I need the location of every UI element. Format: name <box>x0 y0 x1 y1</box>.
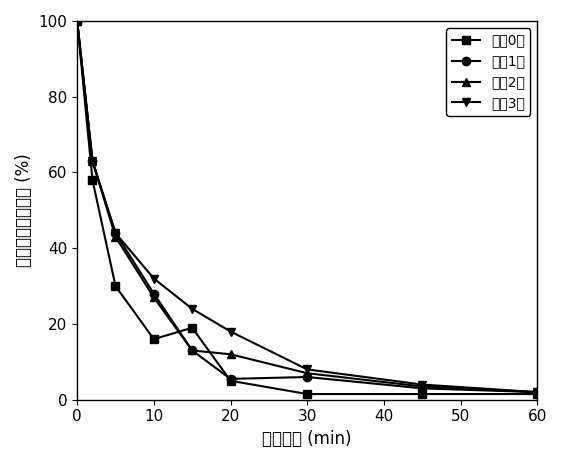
Legend: 回用0次, 回用1次, 回用2次, 回用3次: 回用0次, 回用1次, 回用2次, 回用3次 <box>446 28 531 116</box>
回用3次 <box>189 306 196 312</box>
X-axis label: 反应时间 (min): 反应时间 (min) <box>262 430 352 448</box>
回用3次 <box>74 18 80 24</box>
回用3次 <box>227 329 234 334</box>
回用1次 <box>534 389 541 395</box>
回用0次 <box>151 336 157 342</box>
回用3次 <box>304 367 311 372</box>
回用0次 <box>189 325 196 331</box>
Line: 回用0次: 回用0次 <box>73 17 541 398</box>
回用2次 <box>151 294 157 300</box>
回用1次 <box>189 348 196 353</box>
回用1次 <box>112 230 119 236</box>
回用3次 <box>89 158 96 164</box>
回用1次 <box>304 374 311 380</box>
回用1次 <box>74 18 80 24</box>
回用2次 <box>304 370 311 376</box>
回用2次 <box>189 348 196 353</box>
回用2次 <box>419 384 425 389</box>
回用3次 <box>419 382 425 388</box>
回用2次 <box>74 18 80 24</box>
Line: 回用1次: 回用1次 <box>73 17 541 396</box>
回用1次 <box>151 291 157 296</box>
回用0次 <box>534 391 541 397</box>
回用2次 <box>227 351 234 357</box>
回用2次 <box>534 389 541 395</box>
回用0次 <box>89 177 96 183</box>
回用2次 <box>112 234 119 240</box>
回用1次 <box>419 386 425 391</box>
回用0次 <box>227 378 234 383</box>
回用3次 <box>151 276 157 282</box>
Line: 回用3次: 回用3次 <box>73 17 541 396</box>
Y-axis label: 氯嗪素剩余百分比 (%): 氯嗪素剩余百分比 (%) <box>15 154 33 267</box>
回用1次 <box>89 158 96 164</box>
回用0次 <box>74 18 80 24</box>
回用0次 <box>112 283 119 289</box>
Line: 回用2次: 回用2次 <box>73 17 541 396</box>
回用2次 <box>89 158 96 164</box>
回用3次 <box>112 230 119 236</box>
回用3次 <box>534 389 541 395</box>
回用0次 <box>419 391 425 397</box>
回用0次 <box>304 391 311 397</box>
回用1次 <box>227 376 234 382</box>
